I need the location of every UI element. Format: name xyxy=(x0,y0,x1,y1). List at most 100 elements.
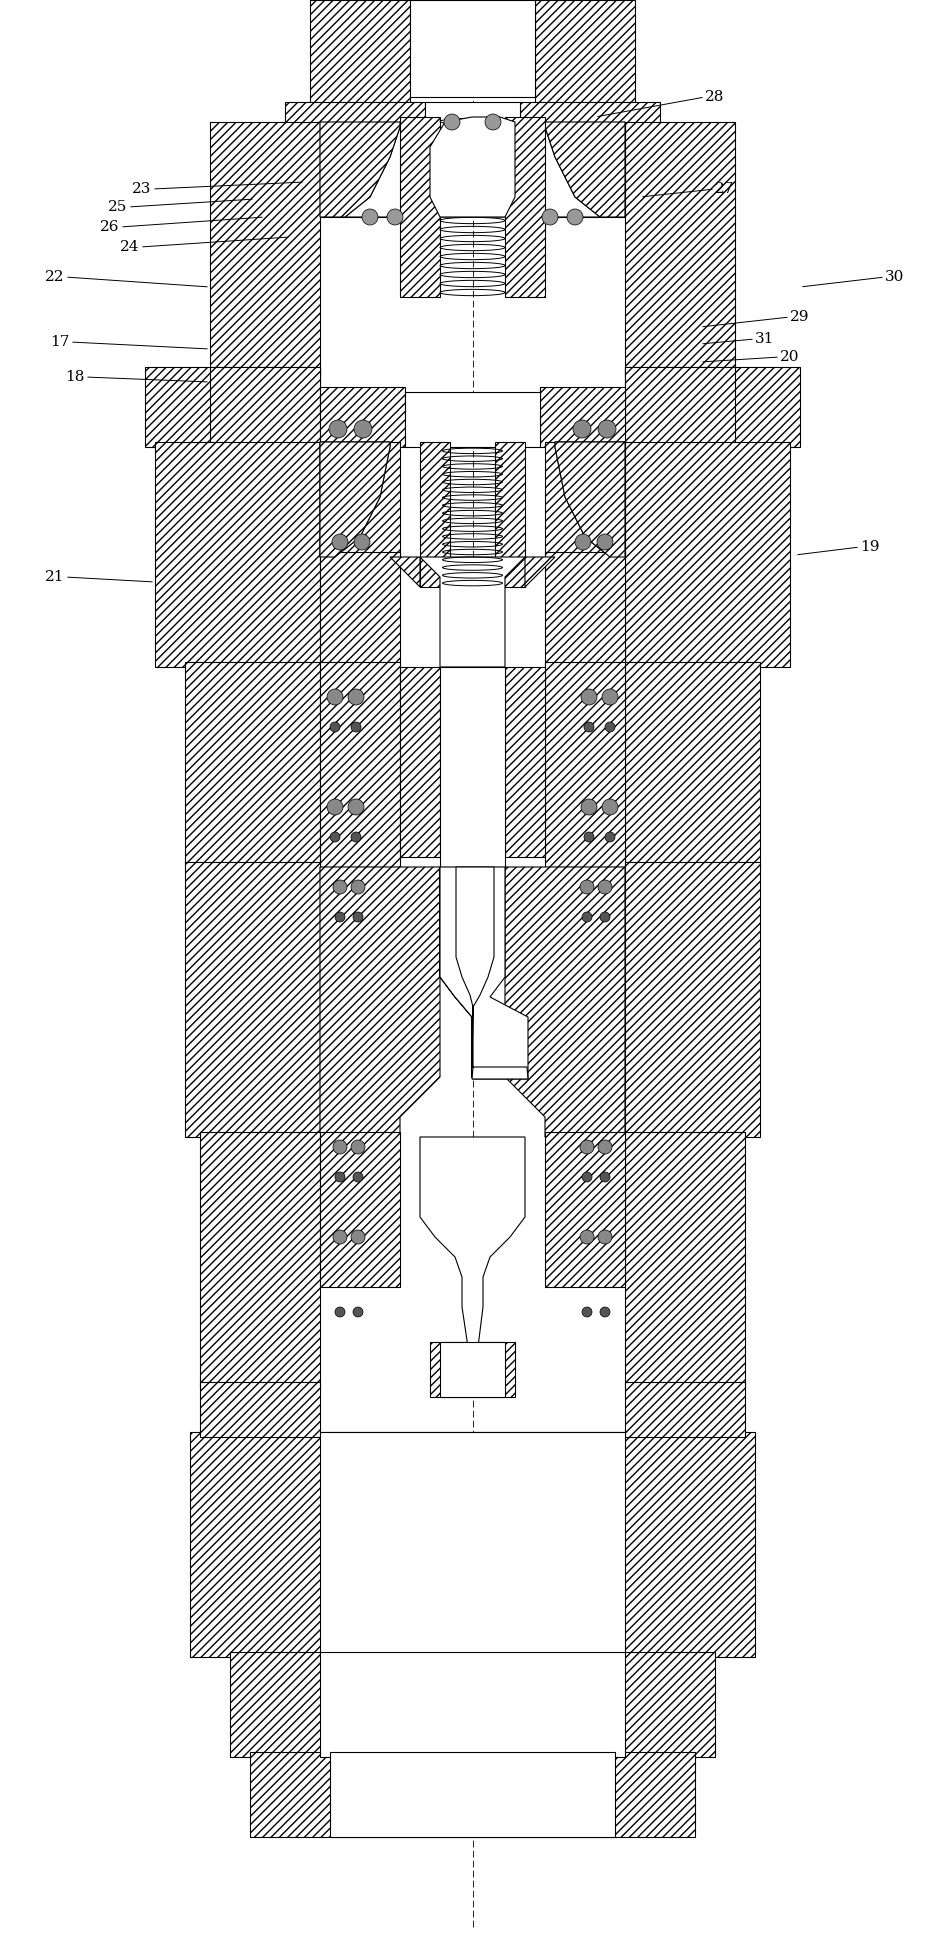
Circle shape xyxy=(362,209,378,225)
Circle shape xyxy=(598,879,612,895)
Circle shape xyxy=(580,1230,594,1244)
Bar xyxy=(495,442,525,587)
Circle shape xyxy=(329,833,340,843)
Circle shape xyxy=(542,209,557,225)
Circle shape xyxy=(334,1307,345,1317)
Polygon shape xyxy=(390,558,419,587)
Text: 31: 31 xyxy=(754,331,774,347)
Text: 26: 26 xyxy=(100,221,120,234)
Bar xyxy=(185,862,320,1137)
Text: 17: 17 xyxy=(50,335,70,349)
Polygon shape xyxy=(419,1137,525,1368)
Bar xyxy=(545,552,624,666)
Bar xyxy=(419,442,449,587)
Polygon shape xyxy=(440,868,528,1079)
Circle shape xyxy=(332,1230,346,1244)
Circle shape xyxy=(599,912,610,922)
Bar xyxy=(545,1131,624,1286)
Bar xyxy=(310,0,410,107)
Circle shape xyxy=(327,690,343,705)
Polygon shape xyxy=(320,122,399,217)
Bar xyxy=(210,366,320,447)
Bar xyxy=(250,1751,694,1836)
Circle shape xyxy=(580,1141,594,1154)
Circle shape xyxy=(329,723,340,732)
Bar xyxy=(425,103,519,128)
Bar xyxy=(624,1131,744,1387)
Bar xyxy=(519,103,659,128)
Bar xyxy=(329,1751,615,1836)
Bar xyxy=(285,103,425,128)
Circle shape xyxy=(601,798,617,815)
Bar xyxy=(405,391,539,447)
Circle shape xyxy=(329,420,346,438)
Circle shape xyxy=(353,912,362,922)
Bar xyxy=(624,122,734,378)
Circle shape xyxy=(597,535,613,550)
Polygon shape xyxy=(345,122,599,217)
Bar xyxy=(534,0,634,107)
Bar xyxy=(190,1431,754,1656)
Bar xyxy=(144,366,320,447)
Text: 19: 19 xyxy=(859,540,879,554)
Bar xyxy=(229,1652,715,1757)
Bar xyxy=(200,1381,320,1437)
Circle shape xyxy=(599,1172,610,1182)
Bar xyxy=(320,662,399,868)
Bar xyxy=(624,1381,744,1437)
Text: 25: 25 xyxy=(109,200,127,213)
Bar xyxy=(624,366,800,447)
Text: 28: 28 xyxy=(704,89,724,105)
Circle shape xyxy=(331,535,347,550)
Circle shape xyxy=(598,1230,612,1244)
Circle shape xyxy=(604,723,615,732)
Text: 30: 30 xyxy=(885,269,903,285)
Polygon shape xyxy=(456,868,528,1079)
Circle shape xyxy=(566,209,582,225)
Polygon shape xyxy=(320,868,440,1137)
Text: 24: 24 xyxy=(120,240,140,254)
Circle shape xyxy=(350,833,361,843)
Circle shape xyxy=(580,879,594,895)
Bar xyxy=(624,862,759,1137)
Text: 27: 27 xyxy=(715,182,733,196)
Bar xyxy=(320,1431,624,1656)
Text: 29: 29 xyxy=(789,310,809,323)
Text: 22: 22 xyxy=(45,269,65,285)
Bar xyxy=(320,1652,624,1757)
Circle shape xyxy=(347,798,363,815)
Bar xyxy=(320,442,399,558)
Bar xyxy=(430,1342,514,1397)
Circle shape xyxy=(334,912,345,922)
Bar xyxy=(624,442,789,666)
Circle shape xyxy=(387,209,402,225)
Circle shape xyxy=(581,798,597,815)
Circle shape xyxy=(574,535,590,550)
Polygon shape xyxy=(554,442,624,558)
Circle shape xyxy=(354,420,372,438)
Text: 18: 18 xyxy=(65,370,85,384)
Polygon shape xyxy=(545,122,624,217)
Circle shape xyxy=(598,1141,612,1154)
Circle shape xyxy=(599,1307,610,1317)
Circle shape xyxy=(582,912,591,922)
Polygon shape xyxy=(419,558,525,666)
Polygon shape xyxy=(320,442,390,558)
Circle shape xyxy=(581,690,597,705)
Bar xyxy=(320,552,399,666)
Circle shape xyxy=(332,1141,346,1154)
Bar xyxy=(440,1342,504,1397)
Circle shape xyxy=(444,114,460,130)
Circle shape xyxy=(334,1172,345,1182)
Circle shape xyxy=(350,723,361,732)
Circle shape xyxy=(484,114,500,130)
Bar xyxy=(440,666,504,868)
Bar xyxy=(504,116,545,296)
Bar xyxy=(399,666,440,856)
Circle shape xyxy=(350,1230,364,1244)
Circle shape xyxy=(582,1307,591,1317)
Bar xyxy=(545,662,624,868)
Bar xyxy=(545,122,624,217)
Bar xyxy=(410,0,534,97)
Circle shape xyxy=(583,723,594,732)
